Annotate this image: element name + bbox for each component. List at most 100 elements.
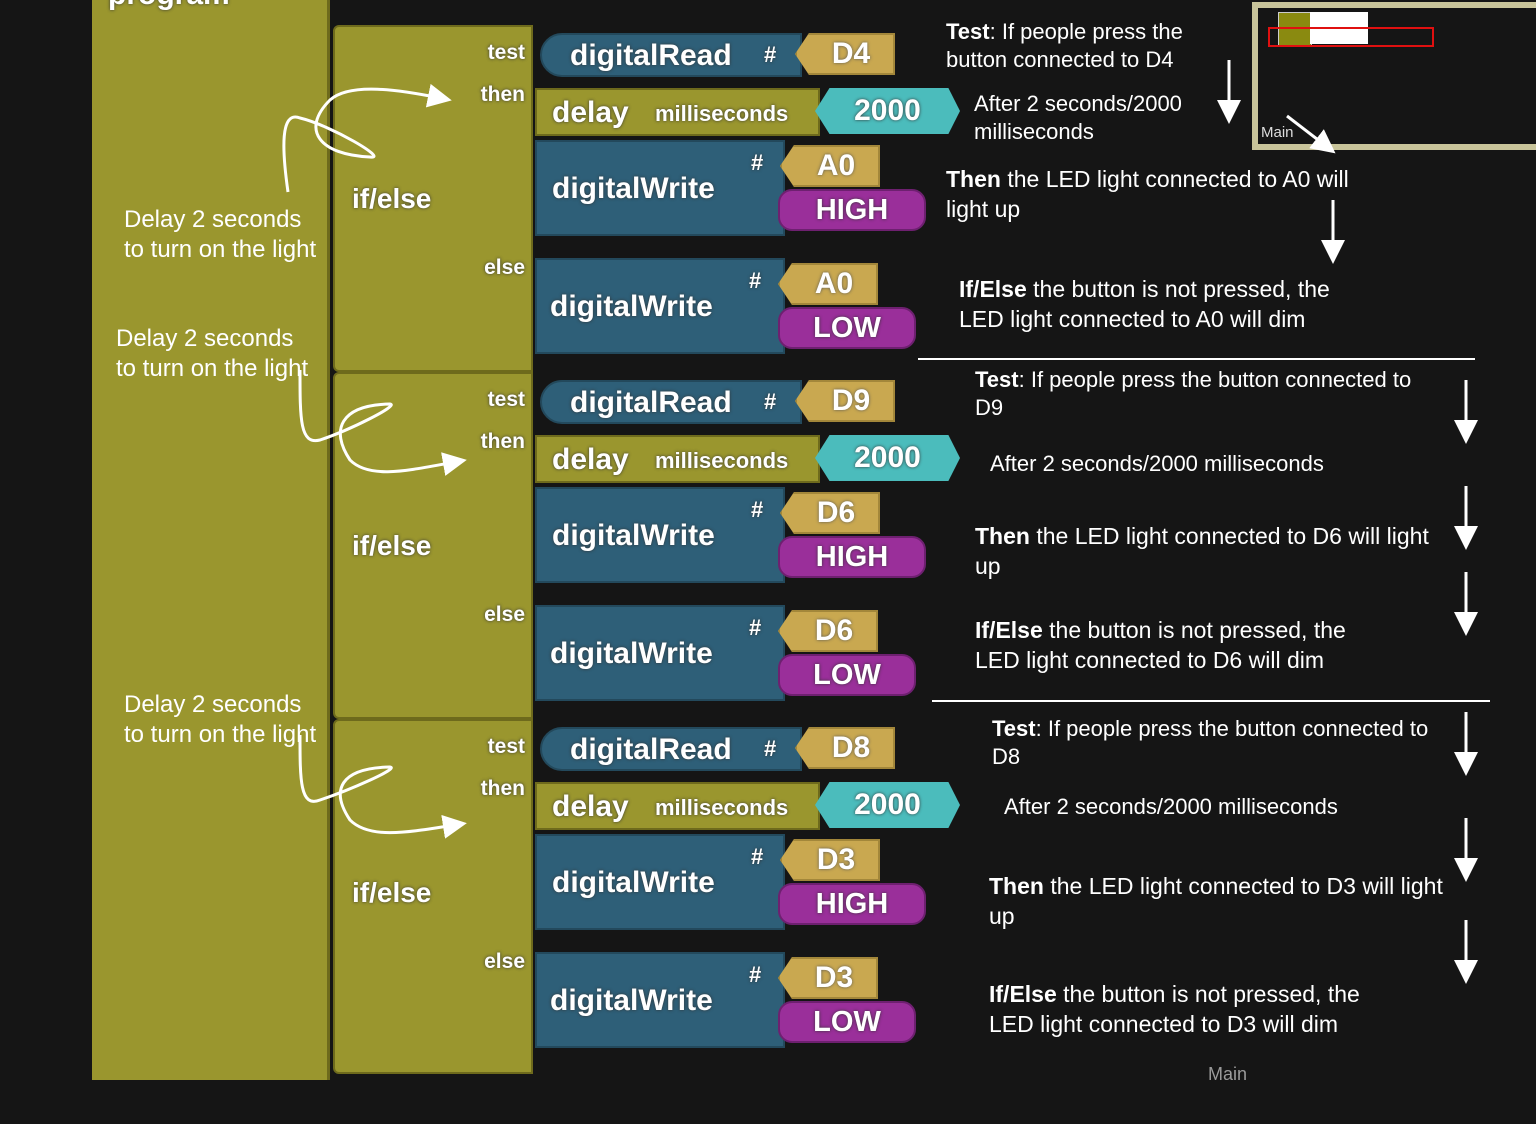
else-text: the button is not pressed, the LED light… bbox=[975, 617, 1346, 673]
divider bbox=[932, 700, 1490, 702]
read-pin-selector[interactable]: D9 bbox=[795, 380, 895, 422]
else-label: else bbox=[484, 950, 525, 973]
curly-arrow bbox=[298, 369, 467, 476]
test-text: : If people press the button connected t… bbox=[946, 19, 1183, 72]
hash-label: # bbox=[749, 268, 762, 293]
delay-block[interactable]: delay milliseconds bbox=[535, 782, 820, 830]
digital-write-block-then[interactable]: digitalWrite # bbox=[535, 140, 785, 236]
delay-label: delay bbox=[552, 96, 629, 129]
if-else-label: if/else bbox=[352, 530, 432, 561]
test-label: test bbox=[487, 735, 525, 758]
digital-read-label: digitalRead bbox=[570, 733, 732, 766]
then-text: the LED light connected to D6 will light… bbox=[975, 523, 1429, 579]
delay-label: delay bbox=[552, 790, 629, 823]
test-bold: Test bbox=[975, 367, 1019, 392]
milliseconds-label: milliseconds bbox=[655, 448, 789, 473]
digital-write-label: digitalWrite bbox=[550, 637, 713, 670]
else-pin-selector[interactable]: D3 bbox=[778, 957, 878, 999]
test-label: test bbox=[487, 388, 525, 411]
digital-read-block[interactable]: digitalRead # bbox=[540, 33, 802, 77]
else-label: else bbox=[484, 256, 525, 279]
then-bold: Then bbox=[989, 873, 1044, 899]
then-text: the LED light connected to D3 will light… bbox=[989, 873, 1443, 929]
if-else-block[interactable] bbox=[333, 719, 533, 1074]
minimap[interactable]: Main bbox=[1252, 2, 1536, 150]
delay-ms-input[interactable]: 2000 bbox=[815, 782, 960, 828]
test-annotation: Test: If people press the button connect… bbox=[975, 366, 1445, 422]
overlay-main-label: Main bbox=[1208, 1064, 1248, 1084]
then-annotation: Then the LED light connected to A0 will … bbox=[946, 164, 1396, 224]
else-bold: If/Else bbox=[959, 276, 1027, 302]
digital-write-label: digitalWrite bbox=[552, 172, 715, 205]
test-annotation: Test: If people press the button connect… bbox=[992, 715, 1462, 771]
hash-label: # bbox=[751, 150, 764, 175]
delay-ms-input[interactable]: 2000 bbox=[815, 435, 960, 481]
else-bold: If/Else bbox=[975, 617, 1043, 643]
digital-write-block-else[interactable]: digitalWrite # bbox=[535, 605, 785, 701]
minimap-viewport[interactable] bbox=[1268, 27, 1434, 47]
then-text: the LED light connected to A0 will light… bbox=[946, 166, 1349, 222]
hash-label: # bbox=[751, 497, 764, 522]
delay-block[interactable]: delay milliseconds bbox=[535, 88, 820, 136]
curly-arrow bbox=[298, 734, 467, 839]
else-annotation: If/Else the button is not pressed, the L… bbox=[975, 615, 1395, 675]
else-state-selector[interactable]: LOW bbox=[778, 1001, 916, 1043]
then-label: then bbox=[480, 430, 525, 453]
hash-label: # bbox=[751, 844, 764, 869]
then-state-selector[interactable]: HIGH bbox=[778, 189, 926, 231]
left-annotation: Delay 2 seconds to turn on the light bbox=[124, 691, 317, 748]
if-else-label: if/else bbox=[352, 183, 432, 214]
then-state-selector[interactable]: HIGH bbox=[778, 536, 926, 578]
digital-write-block-else[interactable]: digitalWrite # bbox=[535, 258, 785, 354]
then-label: then bbox=[480, 83, 525, 106]
hash-label: # bbox=[764, 389, 777, 414]
digital-read-block[interactable]: digitalRead # bbox=[540, 380, 802, 424]
digital-write-label: digitalWrite bbox=[552, 519, 715, 552]
delay-ms-input[interactable]: 2000 bbox=[815, 88, 960, 134]
delay-block[interactable]: delay milliseconds bbox=[535, 435, 820, 483]
divider bbox=[918, 358, 1475, 360]
curly-arrow bbox=[282, 83, 452, 193]
delay-label: delay bbox=[552, 443, 629, 476]
else-text: the button is not pressed, the LED light… bbox=[959, 276, 1330, 332]
milliseconds-label: milliseconds bbox=[655, 795, 789, 820]
else-pin-selector[interactable]: A0 bbox=[778, 263, 878, 305]
read-pin-selector[interactable]: D4 bbox=[795, 33, 895, 75]
read-pin-selector[interactable]: D8 bbox=[795, 727, 895, 769]
delay-annotation: After 2 seconds/2000 milliseconds bbox=[974, 91, 1182, 144]
else-text: the button is not pressed, the LED light… bbox=[989, 981, 1360, 1037]
then-annotation: Then the LED light connected to D6 will … bbox=[975, 521, 1435, 581]
hash-label: # bbox=[749, 615, 762, 640]
if-else-block[interactable] bbox=[333, 372, 533, 719]
digital-write-block-then[interactable]: digitalWrite # bbox=[535, 834, 785, 930]
else-bold: If/Else bbox=[989, 981, 1057, 1007]
test-bold: Test bbox=[946, 19, 990, 44]
if-else-label: if/else bbox=[352, 877, 432, 908]
digital-read-label: digitalRead bbox=[570, 39, 732, 72]
else-label: else bbox=[484, 603, 525, 626]
milliseconds-label: milliseconds bbox=[655, 101, 789, 126]
then-pin-selector[interactable]: D3 bbox=[780, 839, 880, 881]
digital-read-label: digitalRead bbox=[570, 386, 732, 419]
left-annotation: Delay 2 seconds to turn on the light bbox=[116, 325, 309, 382]
hash-label: # bbox=[764, 42, 777, 67]
else-state-selector[interactable]: LOW bbox=[778, 654, 916, 696]
hash-label: # bbox=[764, 736, 777, 761]
then-pin-selector[interactable]: D6 bbox=[780, 492, 880, 534]
program-block[interactable] bbox=[92, 0, 330, 1080]
digital-write-block-else[interactable]: digitalWrite # bbox=[535, 952, 785, 1048]
then-label: then bbox=[480, 777, 525, 800]
then-bold: Then bbox=[946, 166, 1001, 192]
then-state-selector[interactable]: HIGH bbox=[778, 883, 926, 925]
then-annotation: Then the LED light connected to D3 will … bbox=[989, 871, 1449, 931]
test-label: test bbox=[487, 41, 525, 64]
else-annotation: If/Else the button is not pressed, the L… bbox=[989, 979, 1409, 1039]
else-pin-selector[interactable]: D6 bbox=[778, 610, 878, 652]
if-else-block[interactable] bbox=[333, 25, 533, 372]
digital-write-block-then[interactable]: digitalWrite # bbox=[535, 487, 785, 583]
then-pin-selector[interactable]: A0 bbox=[780, 145, 880, 187]
digital-read-block[interactable]: digitalRead # bbox=[540, 727, 802, 771]
delay-annotation: After 2 seconds/2000 milliseconds bbox=[990, 451, 1324, 476]
else-state-selector[interactable]: LOW bbox=[778, 307, 916, 349]
